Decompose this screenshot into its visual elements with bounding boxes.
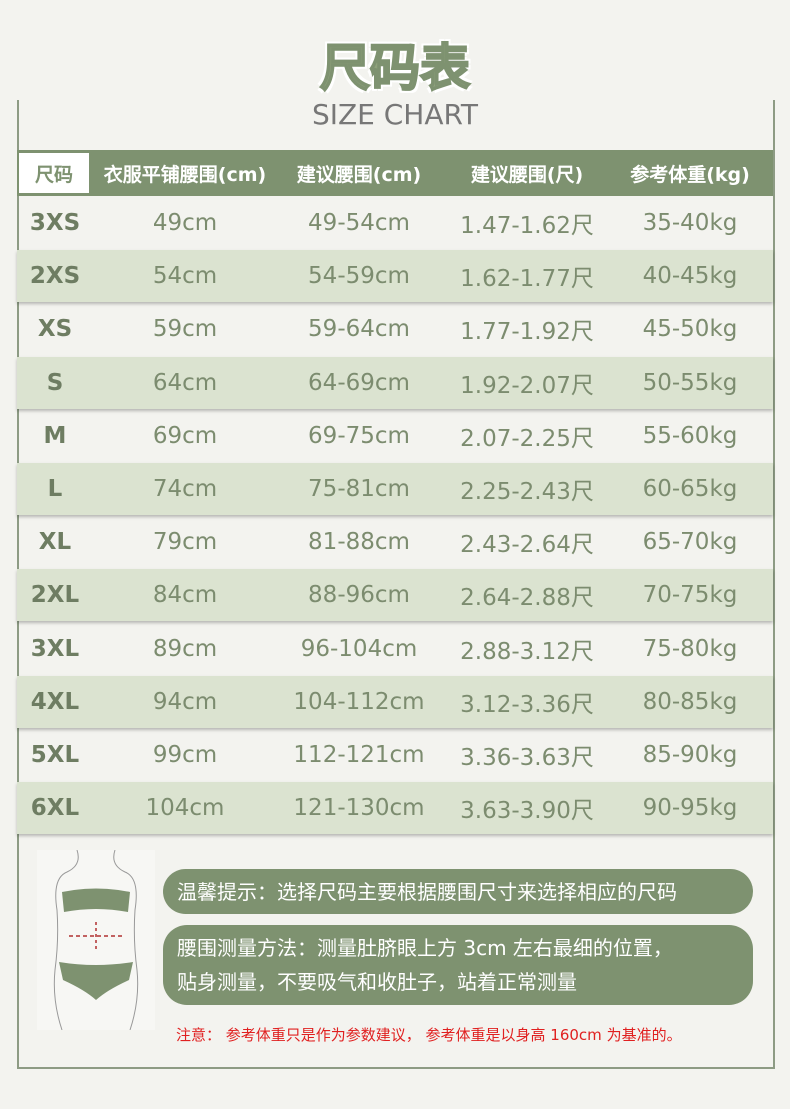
- table-row: 4XL 94cm 104-112cm 3.12-3.36尺 80-85kg: [17, 675, 773, 728]
- table-row: 2XL 84cm 88-96cm 2.64-2.88尺 70-75kg: [17, 569, 773, 622]
- tip: 腰围测量方法：测量肚脐眼上方 3cm 左右最细的位置， 贴身测量，不要吸气和收肚子…: [163, 925, 753, 1005]
- table-cell: 2.25-2.43尺: [460, 479, 594, 505]
- table-header: 尺码 衣服平铺腰围(cm) 建议腰围(cm) 建议腰围(尺) 参考体重(kg): [17, 150, 773, 196]
- table-cell: 1.92-2.07尺: [460, 372, 594, 399]
- tip: 温馨提示：选择尺码主要根据腰围尺寸来选择相应的尺码: [163, 869, 753, 914]
- table-cell: 60-65kg: [642, 476, 738, 502]
- table-row: XL 79cm 81-88cm 2.43-2.64尺 65-70kg: [17, 516, 773, 568]
- table-row: 2XS 54cm 54-59cm 1.62-1.77尺 40-45kg: [17, 250, 773, 303]
- size-cell: 5XL: [30, 742, 80, 768]
- table-cell: 1.47-1.62尺: [460, 213, 594, 239]
- table-row: 5XL 99cm 112-121cm 3.36-3.63尺 85-90kg: [17, 729, 773, 781]
- table-cell: 74cm: [152, 476, 218, 502]
- table-cell: 54-59cm: [308, 263, 410, 290]
- header-cell: 参考体重(kg): [630, 163, 750, 186]
- table-row: S 64cm 64-69cm 1.92-2.07尺 50-55kg: [17, 356, 773, 409]
- size-cell: S: [46, 369, 64, 396]
- table-cell: 2.64-2.88尺: [460, 585, 594, 612]
- table-cell: 94cm: [152, 688, 218, 715]
- table-row: M 69cm 69-75cm 2.07-2.25尺 55-60kg: [17, 410, 773, 462]
- table-cell: 75-80kg: [642, 635, 738, 662]
- table-cell: 1.77-1.92尺: [460, 319, 594, 346]
- table-cell: 99cm: [152, 742, 218, 768]
- table-cell: 3.12-3.36尺: [460, 691, 594, 718]
- size-cell: L: [47, 476, 63, 502]
- table-cell: 2.88-3.12尺: [460, 638, 594, 665]
- table-cell: 79cm: [152, 529, 218, 556]
- table-cell: 50-55kg: [642, 369, 738, 396]
- table-cell: 75-81cm: [308, 476, 410, 502]
- table-cell: 55-60kg: [642, 422, 738, 449]
- table-cell: 70-75kg: [642, 582, 738, 609]
- size-cell: 2XS: [29, 263, 81, 290]
- table-cell: 90-95kg: [642, 795, 738, 822]
- table-cell: 64-69cm: [308, 369, 410, 396]
- header-cell: 建议腰围(尺): [470, 163, 584, 186]
- table-cell: 89cm: [152, 635, 218, 662]
- table-cell: 121-130cm: [293, 795, 425, 822]
- table-cell: 69cm: [152, 422, 218, 449]
- header-cell: 尺码: [19, 153, 89, 193]
- table-row: 3XS 49cm 49-54cm 1.47-1.62尺 35-40kg: [17, 197, 773, 249]
- table-row: XS 59cm 59-64cm 1.77-1.92尺 45-50kg: [17, 303, 773, 355]
- table-cell: 104-112cm: [293, 688, 425, 715]
- table-cell: 88-96cm: [308, 582, 410, 609]
- table-cell: 49-54cm: [308, 210, 410, 236]
- table-cell: 65-70kg: [642, 529, 738, 556]
- table-cell: 54cm: [152, 263, 218, 290]
- tip-line: 腰围测量方法：测量肚脐眼上方 3cm 左右最细的位置，: [177, 936, 673, 960]
- table-cell: 59cm: [152, 316, 218, 343]
- table-cell: 112-121cm: [293, 742, 425, 768]
- table-cell: 104cm: [145, 795, 225, 822]
- table-cell: 64cm: [152, 369, 218, 396]
- table-cell: 45-50kg: [642, 316, 738, 343]
- table-cell: 49cm: [152, 210, 218, 236]
- note: 注意： 参考体重只是作为参数建议， 参考体重是以身高 160cm 为基准的。: [176, 1026, 682, 1044]
- size-cell: M: [43, 422, 67, 449]
- table-cell: 35-40kg: [642, 210, 738, 236]
- table-row: L 74cm 75-81cm 2.25-2.43尺 60-65kg: [17, 463, 773, 515]
- size-cell: XL: [38, 529, 72, 556]
- title: 尺码表: [0, 28, 790, 100]
- table-cell: 2.43-2.64尺: [460, 532, 594, 559]
- table-cell: 3.63-3.90尺: [460, 798, 594, 825]
- body-illustration: [37, 850, 155, 1030]
- table-cell: 1.62-1.77尺: [460, 266, 594, 293]
- subtitle: SIZE CHART: [311, 98, 479, 131]
- table-cell: 3.36-3.63尺: [460, 745, 594, 771]
- tip-line: 贴身测量，不要吸气和收肚子，站着正常测量: [177, 970, 577, 994]
- table-cell: 81-88cm: [308, 529, 410, 556]
- table-cell: 2.07-2.25尺: [460, 425, 594, 452]
- tip-line: 温馨提示：选择尺码主要根据腰围尺寸来选择相应的尺码: [177, 879, 677, 904]
- table-row: 6XL 104cm 121-130cm 3.63-3.90尺 90-95kg: [17, 782, 773, 835]
- table-cell: 40-45kg: [642, 263, 738, 290]
- header-cell: 衣服平铺腰围(cm): [103, 163, 267, 186]
- size-cell: 3XS: [29, 210, 81, 236]
- table-row: 3XL 89cm 96-104cm 2.88-3.12尺 75-80kg: [17, 623, 773, 675]
- table-cell: 80-85kg: [642, 688, 738, 715]
- table-cell: 96-104cm: [300, 635, 418, 662]
- header-cell: 建议腰围(cm): [296, 163, 422, 186]
- table-cell: 85-90kg: [642, 742, 738, 768]
- size-cell: 3XL: [30, 635, 80, 662]
- size-cell: 2XL: [30, 582, 80, 609]
- table-cell: 84cm: [152, 582, 218, 609]
- size-cell: 4XL: [30, 688, 80, 715]
- table-cell: 59-64cm: [308, 316, 410, 343]
- table-cell: 69-75cm: [308, 422, 410, 449]
- size-cell: XS: [37, 316, 73, 343]
- size-cell: 6XL: [30, 795, 80, 822]
